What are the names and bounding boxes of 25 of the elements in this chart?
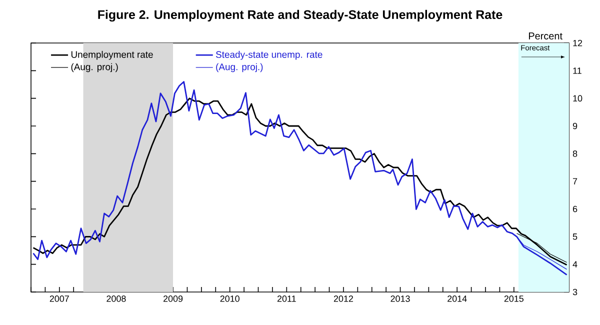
x-tick-label: 2009 bbox=[164, 296, 183, 302]
y-tick-label: 11 bbox=[573, 68, 582, 74]
legend-label: (Aug. proj.) bbox=[216, 63, 263, 72]
x-tick-label: 2011 bbox=[277, 296, 296, 302]
legend-label: Unemployment rate bbox=[71, 50, 153, 60]
y-tick-label: 10 bbox=[573, 95, 582, 102]
y-tick-label: 9 bbox=[572, 122, 578, 130]
y-tick-label: 6 bbox=[572, 206, 578, 212]
legend-label: Steady-state unemp. rate bbox=[216, 50, 322, 60]
legend-label: (Aug. proj.) bbox=[71, 63, 118, 72]
x-tick-label: 2015 bbox=[504, 296, 524, 302]
y-tick-label: 3 bbox=[572, 288, 578, 296]
y-tick-label: 12 bbox=[573, 40, 582, 46]
x-tick-label: 2014 bbox=[448, 296, 467, 302]
x-tick-label: 2008 bbox=[106, 296, 126, 302]
y-axis-title: Percent bbox=[528, 32, 562, 40]
x-tick-label: 2012 bbox=[334, 296, 353, 302]
chart-title: Figure 2. Unemployment Rate and Steady-State Unemployment Rate bbox=[98, 10, 502, 22]
x-tick-label: 2013 bbox=[390, 296, 410, 302]
x-tick-label: 2007 bbox=[50, 296, 69, 302]
y-tick-label: 7 bbox=[572, 178, 578, 184]
y-tick-label: 8 bbox=[572, 150, 578, 157]
y-tick-label: 4 bbox=[572, 261, 578, 268]
y-tick-label: 5 bbox=[572, 234, 578, 240]
x-tick-label: 2010 bbox=[220, 296, 240, 302]
